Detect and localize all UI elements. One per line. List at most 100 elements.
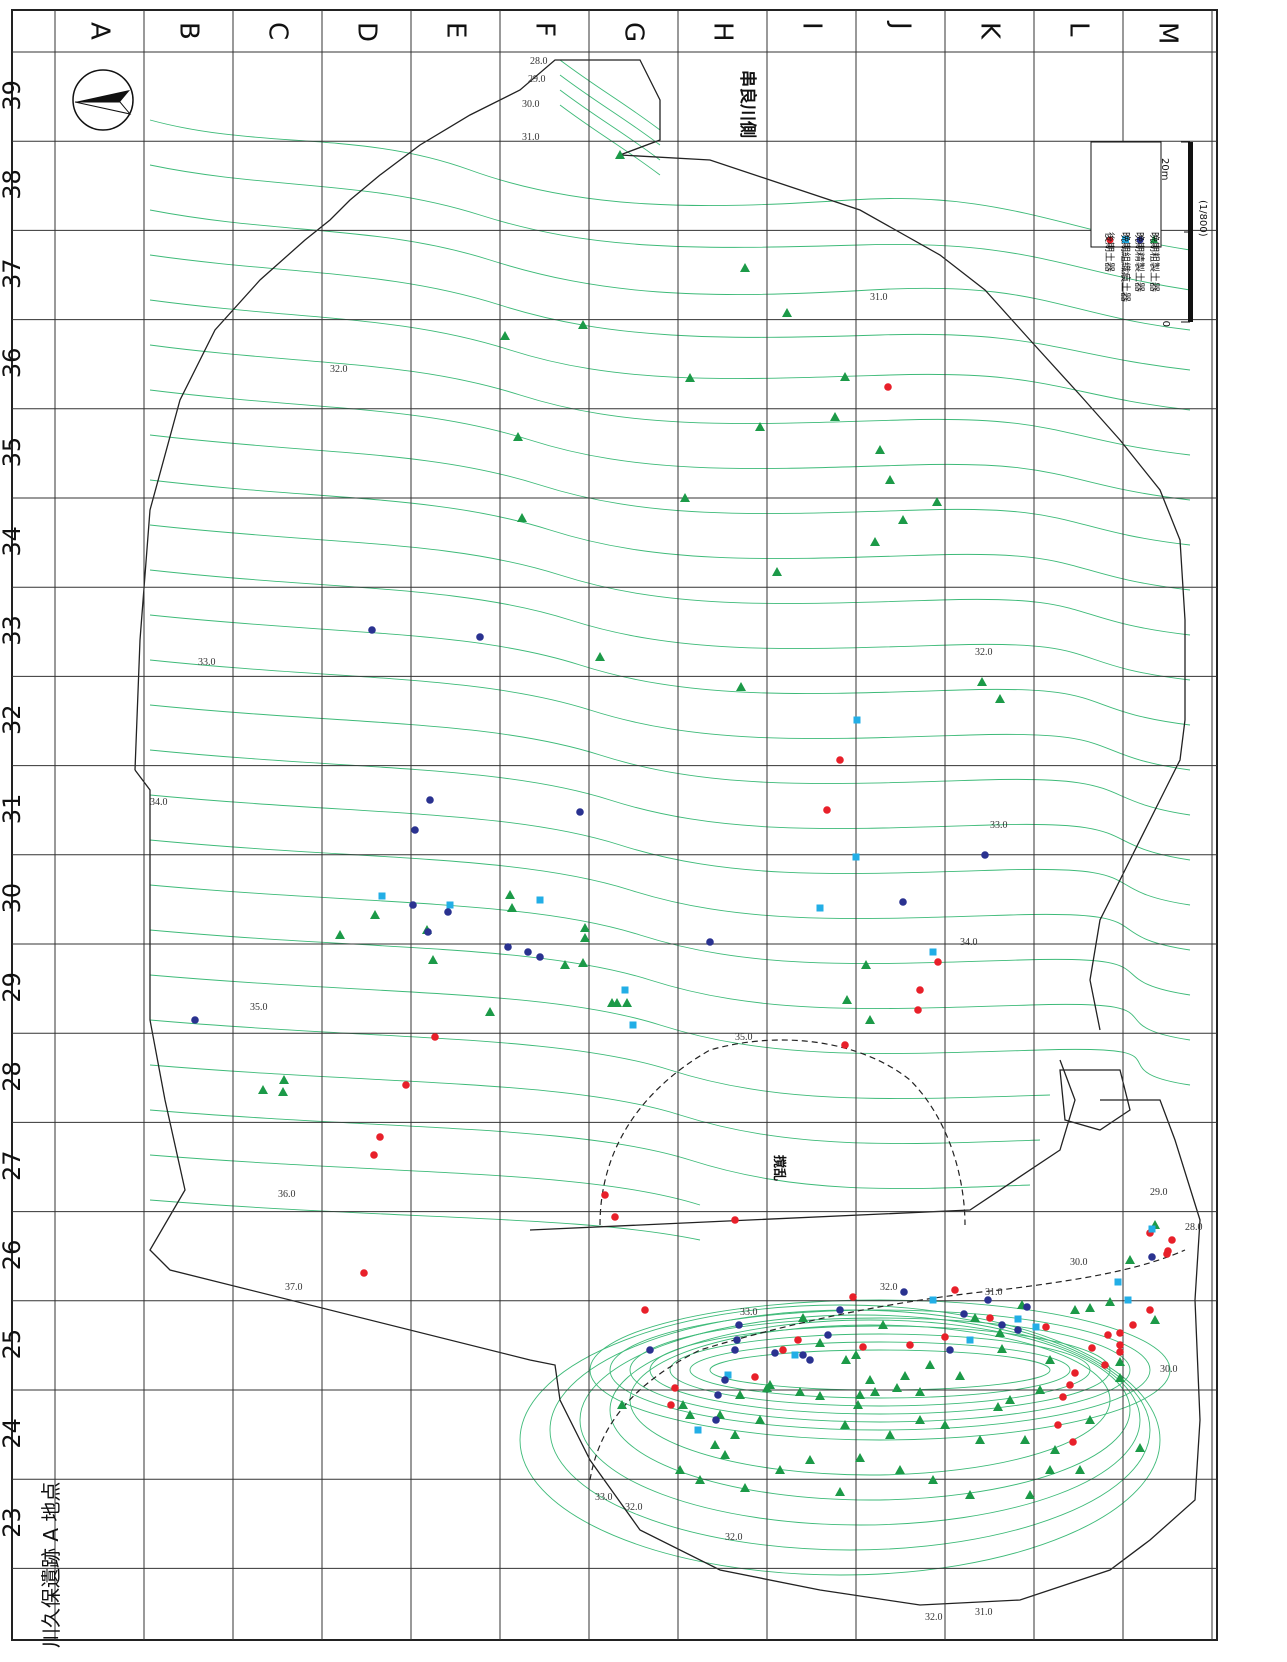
contour-label: 33.0 xyxy=(198,657,216,668)
coarse-ware-marker xyxy=(993,1402,1003,1411)
late-pottery-marker xyxy=(986,1314,994,1322)
coarse-ware-marker xyxy=(900,1371,910,1380)
scale-zero: 0 xyxy=(1162,321,1173,327)
coarse-ware-marker xyxy=(861,960,871,969)
coarse-ware-marker xyxy=(878,1320,888,1329)
contour-label: 33.0 xyxy=(595,1492,613,1503)
coarse-ware-marker xyxy=(720,1450,730,1459)
coarse-ware-marker xyxy=(925,1360,935,1369)
textile-ware-marker xyxy=(378,892,386,900)
legend-fine-circle-icon xyxy=(1136,236,1144,244)
late-pottery-marker xyxy=(671,1384,679,1392)
coarse-ware-marker xyxy=(835,1487,845,1496)
contour-label: 35.0 xyxy=(735,1032,753,1043)
column-label: I xyxy=(797,22,827,30)
row-label: 37 xyxy=(0,258,26,289)
coarse-ware-marker xyxy=(1075,1465,1085,1474)
late-pottery-marker xyxy=(1116,1341,1124,1349)
fine-ware-marker xyxy=(504,943,512,951)
coarse-ware-marker xyxy=(680,493,690,502)
coarse-ware-marker xyxy=(815,1391,825,1400)
fine-ware-marker xyxy=(981,851,989,859)
site-outlines xyxy=(134,59,1201,1606)
legend-label-final-coarse: 晩期粗製土器 xyxy=(1148,232,1161,292)
coarse-ware-marker xyxy=(685,1410,695,1419)
river-side-label-group: 串良川側 xyxy=(737,70,758,138)
row-label: 23 xyxy=(0,1507,26,1538)
contour-label: 37.0 xyxy=(285,1282,303,1293)
late-pottery-marker xyxy=(1042,1323,1050,1331)
grid-lines-group xyxy=(12,10,1217,1640)
late-pottery-marker xyxy=(841,1041,849,1049)
contour-label: 31.0 xyxy=(975,1607,993,1618)
late-pottery-marker xyxy=(823,806,831,814)
coarse-ware-marker xyxy=(1025,1490,1035,1499)
coarse-ware-marker xyxy=(335,930,345,939)
coarse-ware-marker xyxy=(580,923,590,932)
contour-label: 31.0 xyxy=(522,132,540,143)
coarse-ware-marker xyxy=(695,1475,705,1484)
river-side-label: 串良川側 xyxy=(737,70,758,138)
coarse-ware-marker xyxy=(955,1371,965,1380)
coarse-ware-marker xyxy=(928,1475,938,1484)
late-pottery-marker xyxy=(376,1133,384,1141)
coarse-ware-marker xyxy=(865,1015,875,1024)
row-label: 31 xyxy=(0,794,26,825)
coarse-ware-marker xyxy=(755,1415,765,1424)
late-pottery-marker xyxy=(1088,1344,1096,1352)
fine-ware-marker xyxy=(444,908,452,916)
coarse-ware-marker xyxy=(762,1383,772,1392)
coarse-ware-marker xyxy=(772,567,782,576)
coarse-ware-marker xyxy=(1020,1435,1030,1444)
late-pottery-marker xyxy=(751,1373,759,1381)
contour-label: 34.0 xyxy=(150,797,168,808)
late-pottery-marker xyxy=(667,1401,675,1409)
textile-ware-marker xyxy=(629,1021,637,1029)
contour-labels: 28.0 29.0 30.0 31.0 31.0 32.0 33.0 32.0 … xyxy=(150,56,1203,1623)
coarse-ware-marker xyxy=(842,995,852,1004)
row-label: 27 xyxy=(0,1150,26,1181)
coarse-ware-marker xyxy=(1070,1305,1080,1314)
legend-textile-square-icon xyxy=(1122,236,1129,243)
late-pottery-marker xyxy=(914,1006,922,1014)
site-title: 川久保遺跡 A 地点 xyxy=(39,1482,63,1648)
legend-label-final-fine: 晩期精製土器 xyxy=(1133,232,1146,292)
fine-ware-marker xyxy=(984,1296,992,1304)
textile-ware-marker xyxy=(929,948,937,956)
finds-markers xyxy=(191,150,1176,1499)
coarse-ware-marker xyxy=(840,1420,850,1429)
column-label: B xyxy=(174,22,204,40)
late-pottery-marker xyxy=(1116,1329,1124,1337)
fine-ware-marker xyxy=(576,808,584,816)
fine-ware-marker xyxy=(946,1346,954,1354)
fine-ware-marker xyxy=(1023,1303,1031,1311)
coarse-ware-marker xyxy=(730,1430,740,1439)
textile-ware-marker xyxy=(446,901,454,909)
row-label: 25 xyxy=(0,1329,26,1360)
fine-ware-marker xyxy=(899,898,907,906)
legend-coarse-triangle-icon xyxy=(1150,235,1158,243)
row-label: 34 xyxy=(0,526,26,557)
coarse-ware-marker xyxy=(970,1313,980,1322)
coarse-ware-marker xyxy=(485,1007,495,1016)
column-label: J xyxy=(886,20,916,30)
late-pottery-marker xyxy=(1071,1369,1079,1377)
textile-ware-marker xyxy=(816,904,824,912)
fine-ware-marker xyxy=(998,1321,1006,1329)
coarse-ware-marker xyxy=(885,475,895,484)
coarse-ware-marker xyxy=(578,958,588,967)
late-pottery-marker xyxy=(1146,1306,1154,1314)
coarse-ware-marker xyxy=(853,1400,863,1409)
late-pottery-marker xyxy=(1104,1331,1112,1339)
contour-label: 33.0 xyxy=(990,820,1008,831)
coarse-ware-marker xyxy=(798,1313,808,1322)
fine-ware-marker xyxy=(733,1336,741,1344)
contour-label: 32.0 xyxy=(625,1502,643,1513)
coarse-ware-marker xyxy=(855,1390,865,1399)
column-label: H xyxy=(708,22,738,42)
fine-ware-marker xyxy=(731,1346,739,1354)
textile-ware-marker xyxy=(1014,1315,1022,1323)
fine-ware-marker xyxy=(191,1016,199,1024)
coarse-ware-marker xyxy=(578,320,588,329)
